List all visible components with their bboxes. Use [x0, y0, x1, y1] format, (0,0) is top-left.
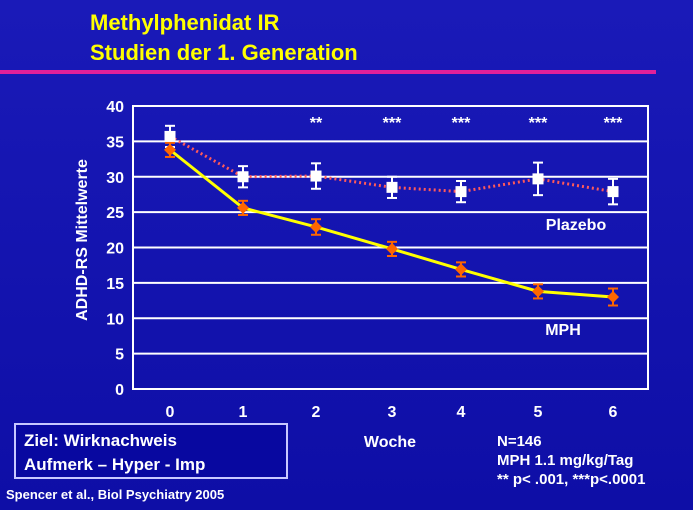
- goal-line-2: Aufmerk – Hyper - Imp: [24, 455, 206, 474]
- data-point-mph: [310, 220, 322, 233]
- data-point-plazebo: [607, 186, 619, 198]
- data-point-mph: [237, 201, 249, 214]
- significance-marker: ***: [604, 115, 623, 132]
- x-axis-title: Woche: [364, 434, 416, 451]
- dose: MPH 1.1 mg/kg/Tag: [497, 452, 634, 469]
- y-tick-label: 40: [106, 99, 124, 116]
- y-tick-label: 25: [106, 205, 124, 222]
- x-tick-label: 1: [239, 404, 248, 421]
- x-tick-label: 2: [312, 404, 321, 421]
- y-tick-label: 5: [115, 347, 124, 364]
- y-tick-label: 30: [106, 170, 124, 187]
- goal-box: Ziel: Wirknachweis Aufmerk – Hyper - Imp: [14, 423, 288, 479]
- significance-marker: ***: [452, 115, 471, 132]
- data-point-mph: [532, 285, 544, 298]
- y-axis-title: ADHD-RS Mittelwerte: [74, 159, 91, 321]
- x-tick-label: 5: [534, 404, 543, 421]
- data-point-mph: [607, 291, 619, 304]
- data-point-mph: [164, 143, 176, 156]
- y-tick-label: 10: [106, 311, 124, 328]
- data-point-plazebo: [386, 181, 398, 193]
- citation: Spencer et al., Biol Psychiatry 2005: [6, 487, 225, 502]
- data-point-plazebo: [237, 171, 249, 183]
- study-stats: N=146 MPH 1.1 mg/kg/Tag ** p< .001, ***p…: [497, 432, 645, 489]
- significance-marker: ***: [529, 115, 548, 132]
- y-tick-label: 0: [115, 382, 124, 399]
- data-point-plazebo: [310, 170, 322, 182]
- p-value-legend: ** p< .001, ***p<.0001: [497, 471, 646, 488]
- data-point-plazebo: [164, 130, 176, 142]
- data-point-plazebo: [532, 173, 544, 185]
- series-label-plazebo: Plazebo: [546, 217, 607, 234]
- x-tick-label: 3: [388, 404, 397, 421]
- data-point-plazebo: [455, 186, 467, 198]
- goal-line-1: Ziel: Wirknachweis: [24, 431, 177, 450]
- significance-marker: ***: [383, 115, 402, 132]
- data-point-mph: [455, 263, 467, 276]
- y-tick-label: 35: [106, 134, 124, 151]
- title-line-2: Studien der 1. Generation: [90, 40, 358, 65]
- y-tick-label: 15: [106, 276, 124, 293]
- series-label-mph: MPH: [545, 322, 581, 339]
- slide-title: Methylphenidat IR Studien der 1. Generat…: [90, 8, 358, 68]
- title-divider: [0, 70, 656, 74]
- title-line-1: Methylphenidat IR: [90, 10, 280, 35]
- x-tick-label: 0: [166, 404, 175, 421]
- data-point-mph: [386, 242, 398, 255]
- significance-marker: **: [310, 115, 323, 132]
- y-tick-label: 20: [106, 241, 124, 258]
- x-tick-label: 4: [457, 404, 466, 421]
- x-tick-label: 6: [609, 404, 618, 421]
- sample-size: N=146: [497, 433, 542, 450]
